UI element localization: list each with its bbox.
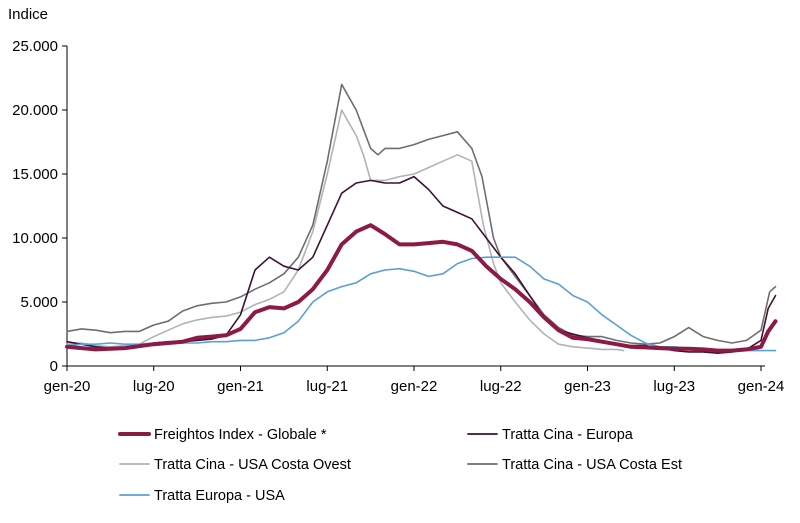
legend-label: Freightos Index - Globale * xyxy=(154,427,327,443)
legend-label: Tratta Cina - Europa xyxy=(502,427,634,443)
x-tick-label: gen-22 xyxy=(391,378,438,395)
y-tick-label: 0 xyxy=(50,358,58,375)
x-tick-label: lug-20 xyxy=(133,378,175,395)
x-tick-label: gen-24 xyxy=(738,378,785,395)
series-line-tratta-cina-usa-costa-ovest xyxy=(66,109,625,352)
series-layer xyxy=(65,83,778,354)
y-tick-label: 25.000 xyxy=(12,38,58,55)
x-tick-label: gen-20 xyxy=(44,378,91,395)
y-tick-label: 15.000 xyxy=(12,166,58,183)
legend-label: Tratta Cina - USA Costa Ovest xyxy=(154,457,351,473)
legend-label: Tratta Europa - USA xyxy=(154,488,285,504)
y-axis-label: Indice xyxy=(8,6,48,23)
legend-label: Tratta Cina - USA Costa Est xyxy=(502,457,682,473)
legend: Freightos Index - Globale * Tratta Cina -… xyxy=(118,427,682,504)
x-tick-label: lug-21 xyxy=(306,378,348,395)
x-tick-label: gen-23 xyxy=(564,378,611,395)
x-tick-label: gen-21 xyxy=(217,378,264,395)
series-line-tratta-cina-usa-costa-est xyxy=(66,83,777,345)
x-tick-label: lug-23 xyxy=(653,378,695,395)
y-tick-label: 20.000 xyxy=(12,102,58,119)
series-line-tratta-cina-europa xyxy=(66,175,777,354)
series-line-freightos-index-globale xyxy=(65,223,778,353)
y-tick-label: 10.000 xyxy=(12,230,58,247)
y-tick-label: 5.000 xyxy=(20,294,58,311)
x-tick-label: lug-22 xyxy=(480,378,522,395)
series-line-tratta-europa-usa xyxy=(66,256,777,352)
axes: 0 5.000 10.000 15.000 20.000 25.000 gen-20 lug-… xyxy=(12,38,784,395)
